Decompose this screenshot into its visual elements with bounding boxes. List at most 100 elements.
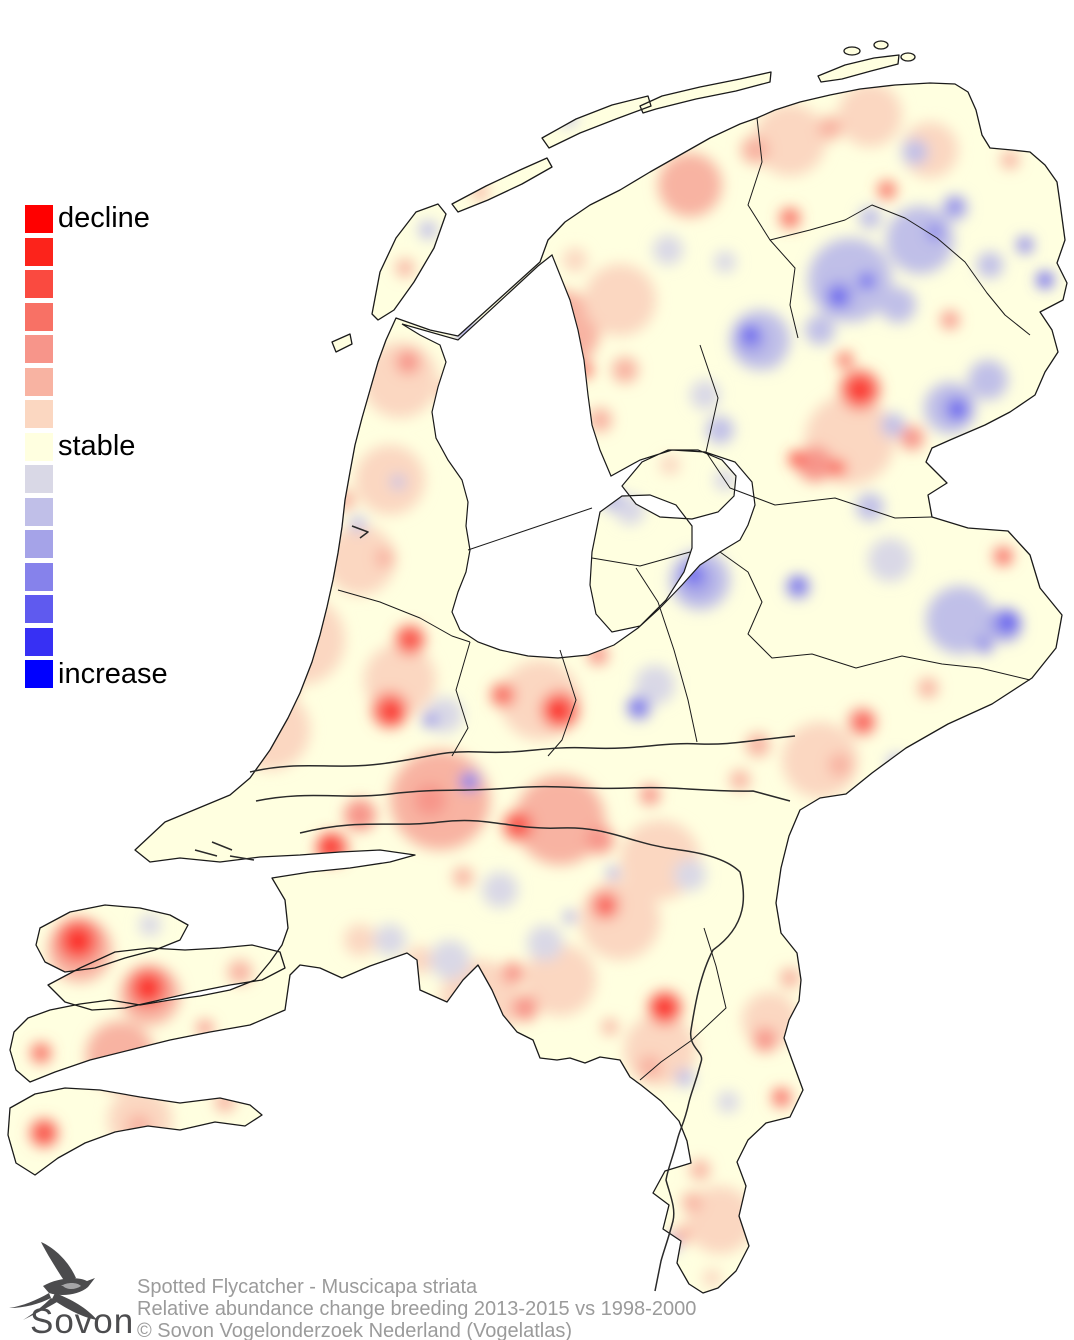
abundance-blob bbox=[502, 962, 524, 984]
abundance-blob bbox=[741, 136, 769, 164]
abundance-blob bbox=[868, 538, 912, 582]
abundance-blob bbox=[968, 360, 1008, 400]
abundance-blob bbox=[139, 914, 161, 936]
abundance-blob bbox=[453, 867, 473, 887]
abundance-blob bbox=[275, 678, 295, 698]
caption-species: Spotted Flycatcher - Muscicapa striata bbox=[137, 1276, 478, 1298]
legend-swatch-5 bbox=[25, 367, 53, 396]
abundance-blob bbox=[780, 208, 800, 228]
abundance-blob bbox=[746, 733, 770, 757]
sovon-logo-text: Sovon bbox=[30, 1302, 135, 1340]
abundance-blob bbox=[791, 578, 805, 592]
abundance-blob bbox=[828, 753, 852, 777]
abundance-blob bbox=[355, 445, 425, 515]
abundance-blob bbox=[640, 785, 660, 805]
abundance-blob bbox=[674, 859, 706, 891]
abundance-blob bbox=[830, 460, 846, 476]
abundance-blob bbox=[423, 713, 437, 727]
abundance-blob bbox=[902, 139, 928, 165]
abundance-blob bbox=[703, 1269, 721, 1287]
abundance-blob bbox=[856, 714, 872, 730]
swallow-icon bbox=[9, 1242, 97, 1320]
abundance-blob bbox=[1001, 151, 1019, 169]
abundance-blob bbox=[949, 401, 967, 419]
abundance-blob bbox=[797, 446, 833, 482]
rivers bbox=[194, 525, 796, 1292]
abundance-blob bbox=[918, 678, 938, 698]
abundance-blob bbox=[977, 637, 993, 653]
abundance-blob bbox=[396, 350, 420, 374]
abundance-blob bbox=[759, 347, 781, 369]
abundance-blob bbox=[563, 248, 587, 272]
abundance-blob bbox=[859, 207, 881, 229]
abundance-blob bbox=[900, 426, 924, 450]
abundance-blob bbox=[383, 703, 401, 721]
legend-swatch-12 bbox=[25, 595, 53, 623]
abundance-blob bbox=[926, 586, 994, 654]
abundance-blob bbox=[859, 273, 875, 289]
abundance-blob bbox=[690, 380, 720, 410]
abundance-blob bbox=[344, 799, 376, 831]
abundance-blob bbox=[818, 116, 842, 140]
abundance-blob bbox=[607, 867, 619, 879]
legend-swatch-2 bbox=[25, 270, 53, 298]
abundance-blob bbox=[682, 1192, 702, 1212]
abundance-blob bbox=[947, 198, 963, 214]
legend-label-increase: increase bbox=[58, 658, 168, 690]
abundance-blob bbox=[588, 408, 612, 432]
abundance-blob bbox=[255, 595, 345, 685]
abundance-blob bbox=[774, 1090, 786, 1102]
abundance-blob bbox=[878, 181, 896, 199]
abundance-blob bbox=[653, 235, 683, 265]
legend-swatch-13 bbox=[25, 627, 53, 656]
abundance-blob bbox=[754, 104, 826, 176]
abundance-blob bbox=[631, 700, 645, 714]
abundance-blob bbox=[524, 944, 596, 1016]
abundance-blob bbox=[638, 1055, 662, 1079]
abundance-blob bbox=[31, 1043, 51, 1063]
abundance-blob bbox=[850, 380, 870, 400]
abundance-blob bbox=[510, 816, 526, 832]
abundance-blob bbox=[1037, 272, 1053, 288]
abundance-blob bbox=[673, 1226, 691, 1244]
abundance-blob bbox=[547, 701, 567, 721]
abundance-blob bbox=[491, 683, 515, 707]
abundance-blob bbox=[321, 837, 339, 855]
abundance-blob bbox=[462, 777, 474, 789]
legend-swatch-1 bbox=[25, 237, 53, 266]
legend-label-decline: decline bbox=[58, 202, 150, 234]
abundance-blob bbox=[586, 826, 614, 854]
abundance-blob bbox=[375, 548, 395, 568]
abundance-blob bbox=[706, 416, 734, 444]
abundance-blob bbox=[998, 612, 1018, 632]
legend-swatch-11 bbox=[25, 562, 53, 591]
abundance-blob bbox=[391, 475, 405, 489]
abundance-blob bbox=[584, 264, 656, 336]
abundance-blob bbox=[419, 221, 437, 239]
sovon-logo: Sovon bbox=[5, 1236, 135, 1340]
abundance-blob bbox=[730, 770, 750, 790]
abundance-blob bbox=[406, 946, 434, 974]
abundance-blob bbox=[208, 745, 232, 769]
abundance-blob bbox=[137, 977, 159, 999]
abundance-blob bbox=[215, 1092, 235, 1112]
abundance-blob bbox=[789, 451, 805, 467]
abundance-blob bbox=[170, 782, 190, 802]
abundance-blob bbox=[654, 998, 674, 1018]
abundance-blob bbox=[838, 83, 902, 147]
abundance-blob bbox=[690, 1160, 710, 1180]
abundance-blob bbox=[512, 995, 538, 1021]
coastline-outlines bbox=[7, 40, 1068, 1294]
legend-swatch-4 bbox=[25, 335, 53, 363]
legend-swatch-9 bbox=[25, 497, 53, 526]
abundance-blob bbox=[515, 775, 605, 865]
abundance-blob bbox=[808, 238, 892, 322]
abundance-blob bbox=[86, 1021, 154, 1089]
legend-swatch-14 bbox=[25, 660, 53, 688]
legend-swatch-3 bbox=[25, 302, 53, 331]
abundance-blob bbox=[374, 924, 406, 956]
abundance-blob bbox=[941, 311, 959, 329]
abundance-blob bbox=[230, 690, 310, 770]
abundance-blob bbox=[782, 722, 858, 798]
